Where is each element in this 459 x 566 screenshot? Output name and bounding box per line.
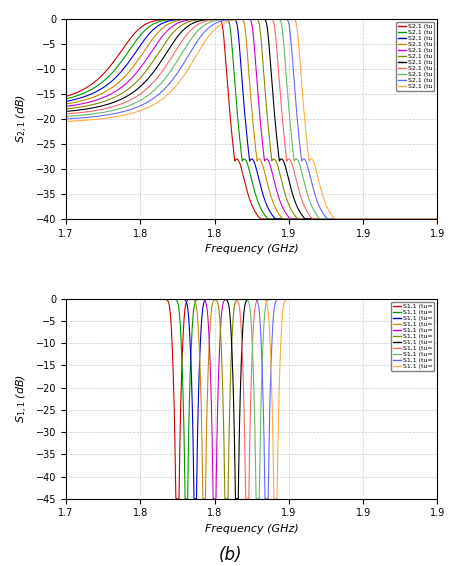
Y-axis label: $S_{1,1}$ (dB): $S_{1,1}$ (dB) [15,374,30,423]
X-axis label: Frequency (GHz): Frequency (GHz) [204,244,298,254]
Legend: S1,1 (tu=, S1,1 (tu=, S1,1 (tu=, S1,1 (tu=, S1,1 (tu=, S1,1 (tu=, S1,1 (tu=, S1,: S1,1 (tu=, S1,1 (tu=, S1,1 (tu=, S1,1 (t… [391,302,433,371]
Text: (b): (b) [218,546,241,564]
X-axis label: Frequency (GHz): Frequency (GHz) [204,524,298,534]
Legend: S2,1 (tu, S2,1 (tu, S2,1 (tu, S2,1 (tu, S2,1 (tu, S2,1 (tu, S2,1 (tu, S2,1 (tu, : S2,1 (tu, S2,1 (tu, S2,1 (tu, S2,1 (tu, … [396,22,433,91]
Y-axis label: $S_{2,1}$ (dB): $S_{2,1}$ (dB) [15,95,30,143]
